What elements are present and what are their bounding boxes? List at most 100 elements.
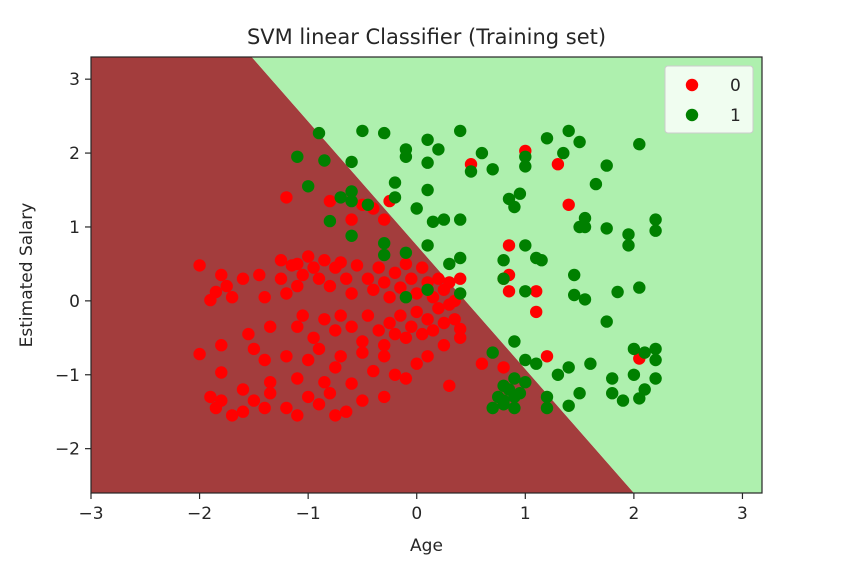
data-point-class-1 <box>616 394 630 407</box>
data-point-class-0 <box>437 316 451 330</box>
data-point-class-0 <box>454 272 467 285</box>
y-tick-label: 0 <box>69 292 80 312</box>
data-point-class-0 <box>345 287 358 300</box>
data-point-class-0 <box>345 213 358 226</box>
data-point-class-0 <box>204 390 217 404</box>
data-point-class-1 <box>421 239 434 252</box>
data-point-class-0 <box>361 309 375 322</box>
data-point-class-0 <box>421 350 434 363</box>
data-point-class-0 <box>225 291 239 304</box>
data-point-class-1 <box>530 251 543 265</box>
data-point-class-1 <box>421 283 434 296</box>
data-point-class-1 <box>562 361 575 374</box>
data-point-class-0 <box>410 357 423 370</box>
data-point-class-0 <box>475 357 489 370</box>
data-point-class-1 <box>551 368 565 381</box>
data-point-class-1 <box>519 376 532 389</box>
data-point-class-0 <box>394 281 407 294</box>
data-point-class-1 <box>578 293 592 306</box>
data-point-class-0 <box>372 261 385 274</box>
data-point-class-1 <box>627 368 641 381</box>
data-point-class-0 <box>264 387 277 400</box>
data-point-class-0 <box>345 377 358 390</box>
data-point-class-1 <box>562 399 575 412</box>
data-point-class-0 <box>280 350 293 363</box>
data-point-class-1 <box>399 246 413 259</box>
scatter-points <box>193 124 662 422</box>
data-point-class-0 <box>302 390 315 404</box>
data-point-class-0 <box>264 320 277 333</box>
data-point-class-0 <box>236 405 250 418</box>
data-point-class-0 <box>399 331 413 344</box>
data-point-class-0 <box>258 401 271 415</box>
data-point-class-0 <box>426 324 440 337</box>
data-point-class-0 <box>334 256 347 269</box>
y-axis-ticks: −2 −1 0 1 2 3 <box>55 70 91 460</box>
data-point-class-1 <box>399 150 413 163</box>
data-point-class-1 <box>486 163 499 176</box>
data-point-class-0 <box>323 387 337 400</box>
data-point-class-0 <box>416 327 429 341</box>
data-point-class-1 <box>318 154 331 167</box>
data-point-class-0 <box>372 324 385 337</box>
y-tick-label: 2 <box>69 144 80 164</box>
data-point-class-1 <box>291 150 304 163</box>
data-point-class-1 <box>378 248 391 262</box>
data-point-class-0 <box>443 379 456 392</box>
data-point-class-0 <box>454 331 467 344</box>
x-tick-label: 2 <box>628 504 639 524</box>
data-point-class-0 <box>247 342 261 356</box>
data-point-class-1 <box>568 268 581 282</box>
data-point-class-1 <box>454 251 467 265</box>
data-point-class-1 <box>638 346 651 359</box>
data-point-class-0 <box>345 320 358 333</box>
data-point-class-1 <box>649 342 662 356</box>
data-point-class-0 <box>291 372 304 385</box>
data-point-class-0 <box>215 268 228 282</box>
data-point-class-0 <box>215 366 228 379</box>
data-point-class-1 <box>578 211 592 225</box>
data-point-class-0 <box>291 257 304 271</box>
data-point-class-1 <box>540 132 554 145</box>
data-point-class-0 <box>193 259 206 272</box>
data-point-class-1 <box>502 383 516 396</box>
data-point-class-1 <box>568 288 581 302</box>
data-point-class-1 <box>399 291 413 304</box>
data-point-class-0 <box>502 239 516 252</box>
data-point-class-1 <box>437 213 451 226</box>
data-point-class-1 <box>562 124 575 138</box>
data-point-class-0 <box>312 272 326 285</box>
data-point-class-0 <box>318 313 331 326</box>
data-point-class-1 <box>323 214 337 228</box>
data-point-class-1 <box>508 401 521 415</box>
data-point-class-0 <box>274 272 288 285</box>
x-tick-label: 0 <box>411 504 422 524</box>
data-point-class-1 <box>513 187 527 200</box>
data-point-class-1 <box>649 353 662 367</box>
data-point-class-0 <box>383 316 396 330</box>
data-point-class-0 <box>215 339 228 352</box>
data-point-class-0 <box>291 320 304 333</box>
data-point-class-0 <box>432 272 445 285</box>
data-point-class-0 <box>296 309 309 322</box>
data-point-class-0 <box>356 394 369 407</box>
legend-label-class-0: 0 <box>730 76 741 96</box>
data-point-class-0 <box>383 291 396 304</box>
data-point-class-1 <box>600 159 613 172</box>
data-point-class-0 <box>236 383 250 396</box>
data-point-class-1 <box>508 372 521 385</box>
x-axis-ticks: −3 −2 −1 0 1 2 3 <box>78 493 748 524</box>
data-point-class-1 <box>475 146 489 160</box>
legend: 0 1 <box>664 65 754 134</box>
data-point-class-0 <box>356 335 369 348</box>
data-point-class-1 <box>649 213 662 226</box>
data-point-class-0 <box>388 368 402 381</box>
data-point-class-1 <box>378 126 391 140</box>
data-point-class-0 <box>421 313 434 326</box>
data-point-class-1 <box>421 183 434 197</box>
data-point-class-1 <box>356 124 369 138</box>
data-point-class-1 <box>611 285 624 299</box>
data-point-class-0 <box>378 276 391 289</box>
data-point-class-0 <box>329 361 342 374</box>
